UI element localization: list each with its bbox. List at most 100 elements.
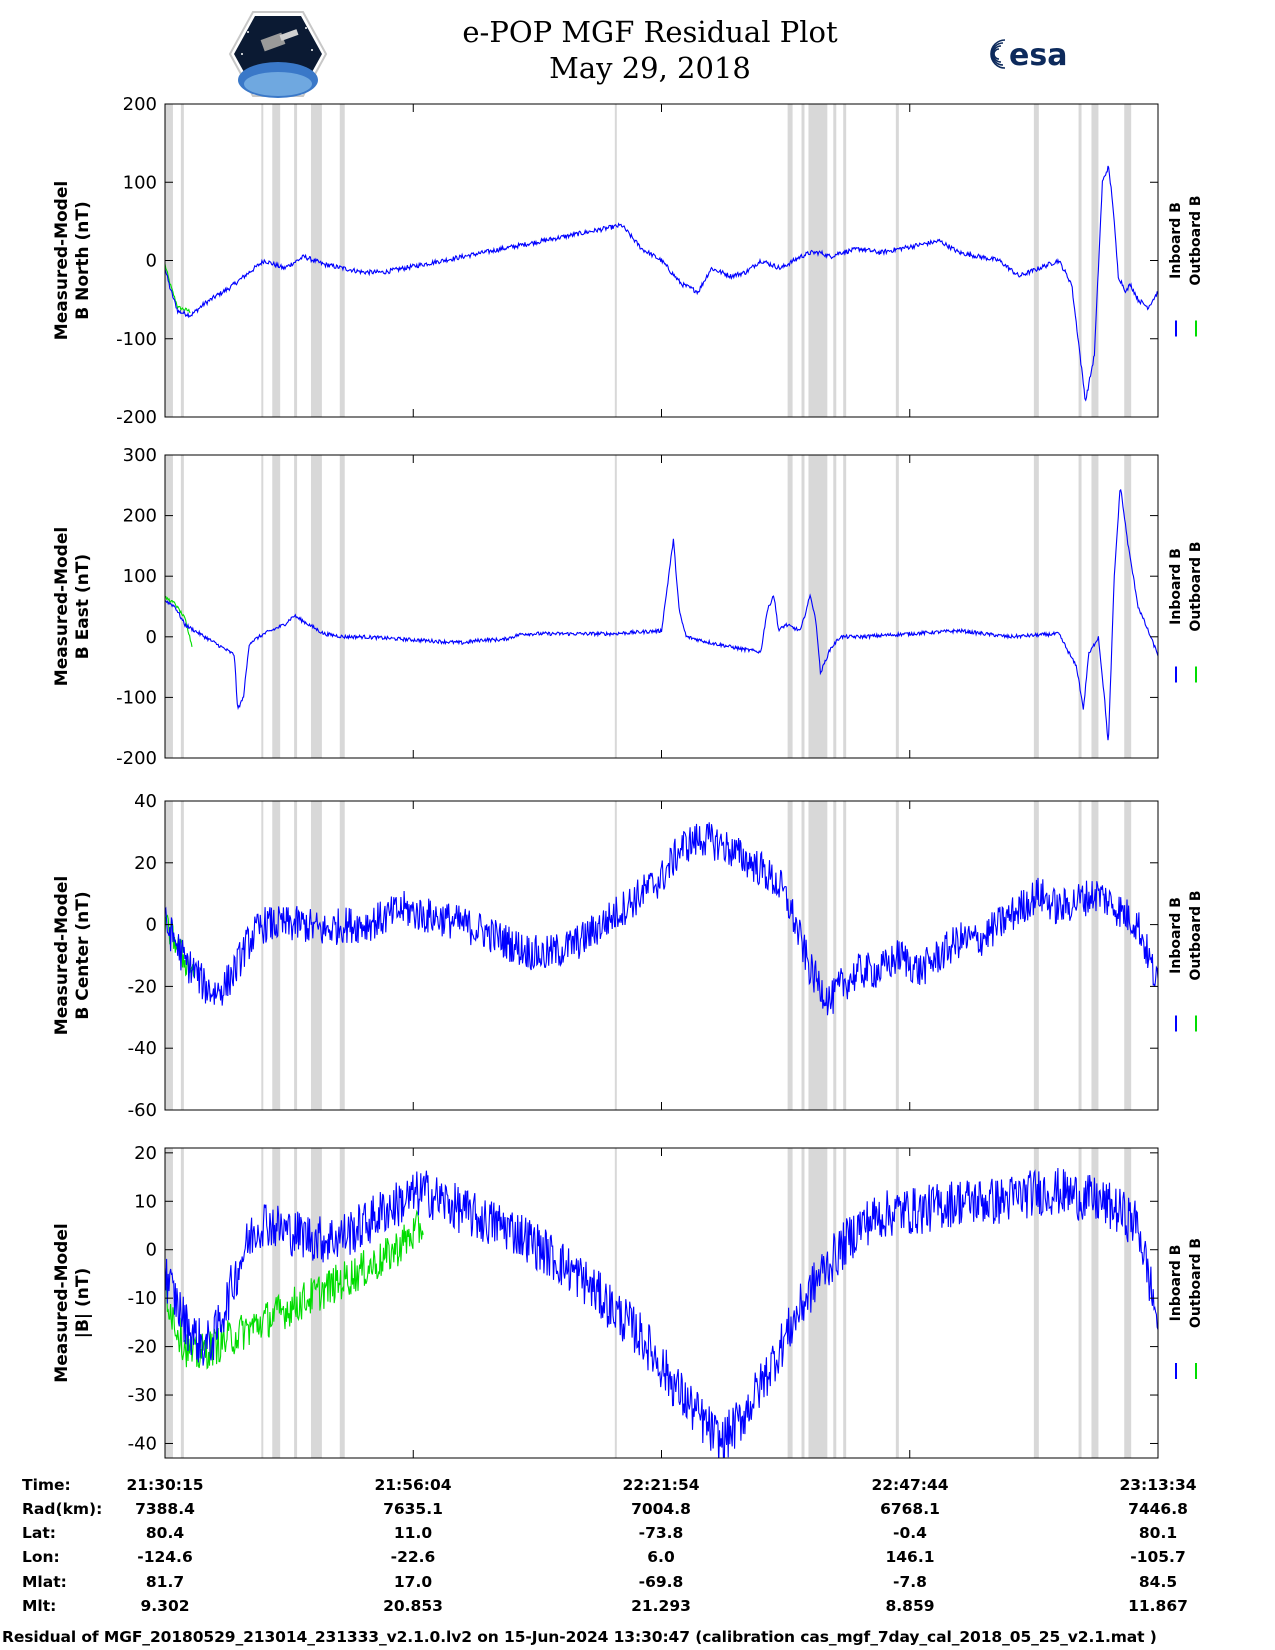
data-gap-band	[310, 1148, 322, 1458]
y-tick-label: 0	[146, 251, 157, 272]
data-gap-band	[165, 455, 173, 758]
data-gap-band	[261, 801, 264, 1110]
outboard-b-series-line	[165, 263, 191, 314]
orbit-value-cell: 80.1	[1138, 1524, 1178, 1542]
orbit-value-cell: 7004.8	[631, 1500, 691, 1518]
data-gap-band	[787, 455, 793, 758]
data-gap-band	[339, 1148, 345, 1458]
orbit-value-cell: -124.6	[137, 1548, 193, 1566]
data-gap-band	[808, 455, 828, 758]
data-gap-band	[339, 455, 345, 758]
esa-logo-text: esa	[1009, 38, 1067, 73]
orbit-value-cell: -7.8	[893, 1573, 927, 1591]
data-gap-band	[808, 1148, 828, 1458]
orbit-row-label: Lat:	[22, 1524, 56, 1542]
y-tick-label: 100	[123, 566, 157, 587]
data-gap-band	[180, 1148, 184, 1458]
y-axis-label-line2: B Center (nT)	[73, 891, 93, 1019]
data-gap-band	[1124, 1148, 1132, 1458]
outboard-b-series-line	[165, 1209, 424, 1370]
orbit-value-cell: 22:47:44	[871, 1476, 949, 1494]
data-gap-band	[787, 801, 793, 1110]
orbit-value-cell: -0.4	[893, 1524, 927, 1542]
data-gap-band	[808, 104, 828, 417]
y-axis-label-line2: |B| (nT)	[73, 1268, 93, 1339]
orbit-value-cell: 6.0	[647, 1548, 675, 1566]
orbit-value-cell: -105.7	[1130, 1548, 1186, 1566]
data-gap-band	[843, 104, 847, 417]
y-tick-label: -200	[116, 407, 157, 428]
legend-outboard-label: Outboard B	[1188, 890, 1204, 980]
orbit-value-cell: -22.6	[390, 1548, 436, 1566]
data-gap-band	[294, 1148, 298, 1458]
legend-inboard-label: Inboard B	[1168, 548, 1184, 625]
data-gap-band	[1078, 104, 1082, 417]
orbit-value-cell: 21.293	[631, 1597, 691, 1615]
data-gap-band	[801, 455, 805, 758]
legend: Inboard B Outboard B	[1168, 541, 1204, 683]
footer-caption: Residual of MGF_20180529_213014_231333_v…	[2, 1628, 1157, 1646]
legend: Inboard B Outboard B	[1168, 890, 1204, 1032]
orbit-value-cell: 81.7	[145, 1573, 185, 1591]
esa-swirl-icon	[990, 39, 1006, 69]
y-tick-label: 10	[134, 1191, 157, 1212]
data-gap-band	[1078, 801, 1082, 1110]
esa-logo: esa	[975, 34, 1095, 74]
cassiope-mission-patch-logo	[228, 10, 328, 98]
data-gap-band	[614, 455, 617, 758]
data-gap-band	[294, 455, 298, 758]
y-tick-label: 20	[134, 1143, 157, 1164]
plot-title-line2: May 29, 2018	[549, 51, 751, 85]
orbit-value-cell: 7446.8	[1128, 1500, 1188, 1518]
inboard-b-series-line	[165, 822, 1158, 1016]
data-gap-band	[833, 801, 837, 1110]
data-gap-band	[165, 1148, 173, 1458]
orbit-value-cell: 20.853	[383, 1597, 443, 1615]
y-axis-label-line1: Measured-Model	[52, 527, 72, 686]
data-gap-band	[1033, 801, 1039, 1110]
orbit-value-cell: 11.867	[1128, 1597, 1188, 1615]
data-gap-band	[272, 104, 281, 417]
orbit-value-cell: 23:13:34	[1119, 1476, 1197, 1494]
data-gap-band	[1091, 801, 1099, 1110]
y-tick-label: 0	[146, 915, 157, 936]
chart-panel-3: 40 20 0 -20 -40 -60 Measured-Model B Center (nT…	[52, 791, 1204, 1121]
data-gap-band	[261, 1148, 264, 1458]
data-gap-band	[895, 455, 899, 758]
data-gap-band	[1124, 455, 1132, 758]
y-tick-label: 0	[146, 1240, 157, 1261]
y-tick-label: -100	[116, 687, 157, 708]
legend-outboard-label: Outboard B	[1188, 1238, 1204, 1328]
y-tick-label: -40	[128, 1038, 157, 1059]
y-tick-label: 40	[134, 791, 157, 812]
data-gap-band	[1124, 104, 1132, 417]
data-gap-band	[614, 801, 617, 1110]
data-gap-band	[1091, 1148, 1099, 1458]
data-gap-band	[180, 455, 184, 758]
y-axis-label-line1: Measured-Model	[52, 876, 72, 1035]
orbit-row-label: Mlt:	[22, 1597, 57, 1615]
y-tick-label: -60	[128, 1100, 157, 1121]
orbit-row-label: Time:	[22, 1476, 71, 1494]
legend: Inboard B Outboard B	[1168, 195, 1204, 337]
orbit-value-cell: 17.0	[393, 1573, 433, 1591]
data-gap-band	[833, 455, 837, 758]
orbit-value-cell: -73.8	[638, 1524, 684, 1542]
data-gap-band	[261, 455, 264, 758]
data-gap-band	[294, 801, 298, 1110]
y-tick-label: 200	[123, 506, 157, 527]
orbit-value-cell: 21:30:15	[126, 1476, 204, 1494]
data-gap-band	[808, 801, 828, 1110]
legend-inboard-label: Inboard B	[1168, 1245, 1184, 1322]
orbit-value-cell: 7388.4	[135, 1500, 195, 1518]
data-gap-band	[180, 104, 184, 417]
orbit-row-label: Mlat:	[22, 1573, 67, 1591]
data-gap-band	[1033, 455, 1039, 758]
data-gap-band	[1078, 455, 1082, 758]
y-tick-label: -40	[128, 1433, 157, 1454]
inboard-b-series-line	[165, 1167, 1158, 1458]
legend-outboard-label: Outboard B	[1188, 541, 1204, 631]
y-tick-label: -100	[116, 329, 157, 350]
inboard-b-series-line	[165, 488, 1158, 741]
